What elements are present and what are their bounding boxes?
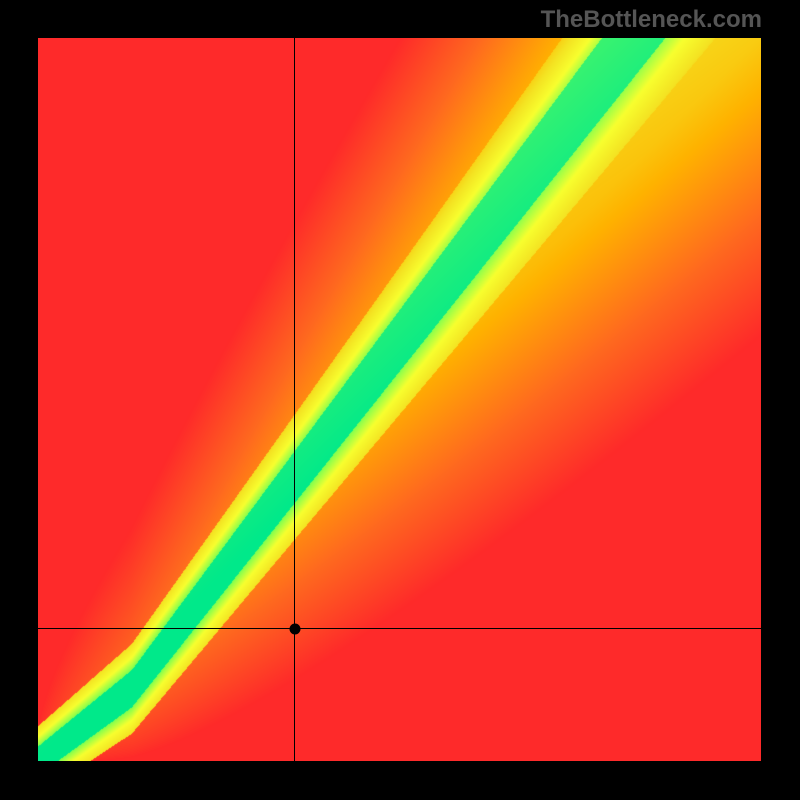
crosshair-vertical — [294, 38, 295, 761]
heatmap-canvas — [38, 38, 761, 761]
attribution-text: TheBottleneck.com — [541, 6, 762, 34]
crosshair-marker — [289, 623, 300, 634]
crosshair-horizontal — [38, 628, 761, 629]
heatmap-plot — [38, 38, 761, 761]
